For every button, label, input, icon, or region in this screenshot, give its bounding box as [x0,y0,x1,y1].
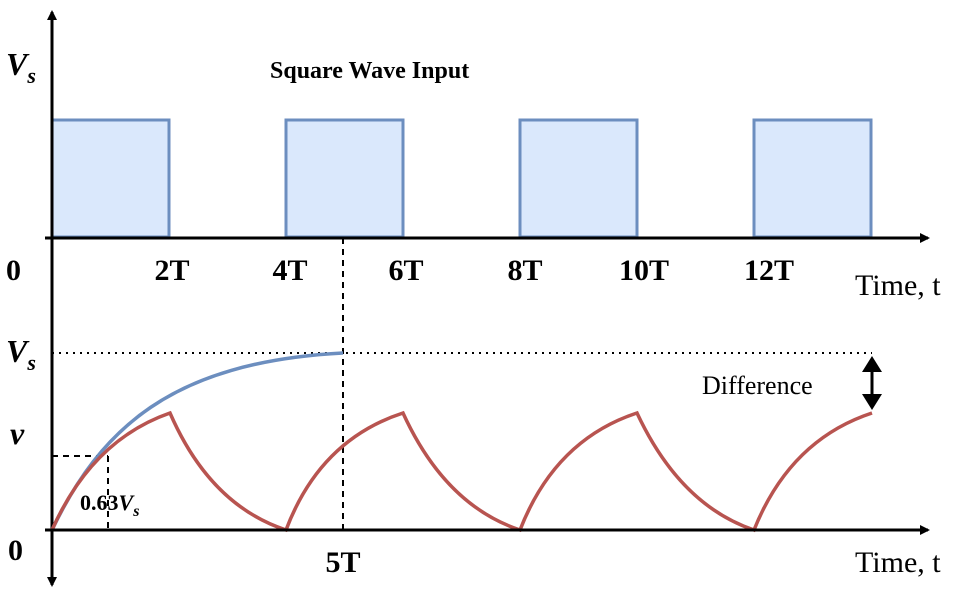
bottom-x-axis-title: Time, t [855,546,941,579]
top-tick-label: 2T [154,254,189,287]
five-t-tick-label: 5T [325,546,360,579]
top-tick-label: 8T [507,254,542,287]
bottom-origin-label: 0 [8,534,23,567]
top-tick-label: 6T [388,254,423,287]
top-tick-label: 10T [619,254,669,287]
top-y-label: Vs [6,46,36,88]
top-origin-label: 0 [6,254,21,287]
bottom-v-label: v [10,415,25,451]
bottom-panel: Vs v 0 5T Time, t 0.63Vs Difference [6,238,941,579]
top-tick-label: 12T [744,254,794,287]
square-pulse [284,118,405,239]
square-pulse [752,118,873,239]
top-tick-label: 4T [272,254,307,287]
difference-label: Difference [702,371,813,400]
capacitor-voltage-curve [50,410,873,533]
square-pulse [518,118,639,239]
top-panel: Square Wave Input Vs 0 2T 4T 6T 8T 10T 1… [6,46,941,302]
v063-annotation: 0.63Vs [80,490,139,520]
top-x-axis-title: Time, t [855,269,941,302]
difference-arrow [862,356,882,410]
square-pulse [50,118,171,239]
top-title: Square Wave Input [270,58,469,84]
bottom-vs-label: Vs [6,333,36,375]
